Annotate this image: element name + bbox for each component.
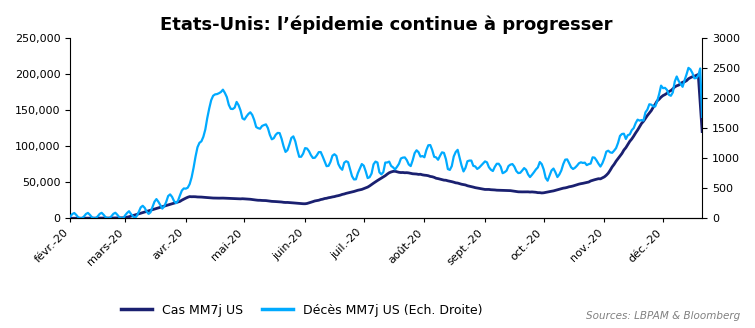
Legend: Cas MM7j US, Décès MM7j US (Ech. Droite): Cas MM7j US, Décès MM7j US (Ech. Droite) [116, 299, 488, 322]
Text: Sources: LBPAM & Bloomberg: Sources: LBPAM & Bloomberg [586, 312, 740, 321]
Title: Etats-Unis: l’épidemie continue à progresser: Etats-Unis: l’épidemie continue à progre… [160, 15, 612, 33]
